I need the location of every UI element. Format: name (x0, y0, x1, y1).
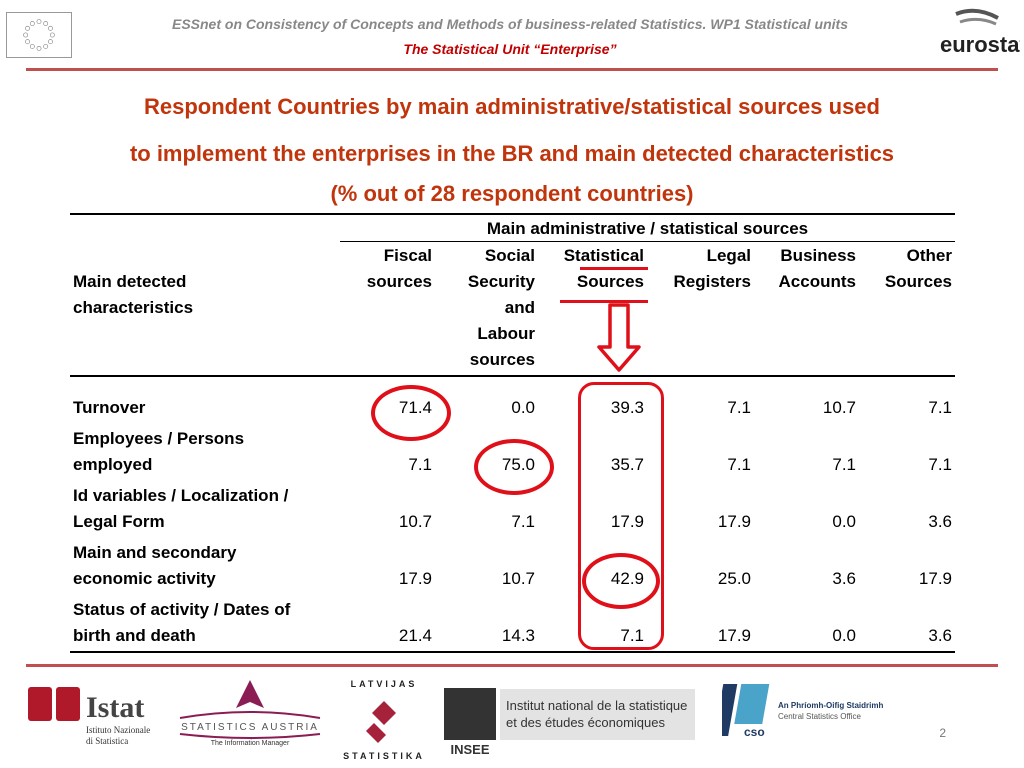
istat-wordmark: Istat (86, 691, 144, 724)
table-cell: 7.1 (727, 455, 751, 474)
table-top-rule (70, 213, 955, 215)
table-cell: 25.0 (717, 569, 751, 588)
header-divider (26, 68, 998, 71)
insee-name-panel: Institut national de la statistique et d… (500, 689, 695, 740)
svg-text:cso: cso (744, 725, 765, 739)
eu-stars-icon (23, 19, 55, 51)
highlight-box-statistical-column (578, 382, 664, 650)
table-cell: 3.6 (832, 569, 856, 588)
statistical-underline-top (580, 267, 648, 270)
slide-title-line-2: to implement the enterprises in the BR a… (129, 141, 895, 166)
footer-divider (26, 664, 998, 667)
table-cell: 10.7 (398, 512, 432, 531)
statistics-austria-logo: STATISTICS AUSTRIA The Information Manag… (170, 678, 330, 748)
table-cell: 3.6 (928, 626, 952, 645)
svg-text:di Statistica: di Statistica (86, 736, 128, 746)
svg-text:LATVIJAS: LATVIJAS (351, 679, 418, 689)
svg-text:STATISTIKA: STATISTIKA (343, 751, 425, 761)
col-header-social-security: Social Security and Labour sources (467, 246, 535, 369)
header-subtitle: The Statistical Unit “Enterprise” (403, 41, 617, 57)
svg-text:The Information Manager: The Information Manager (211, 740, 290, 747)
table-bottom-rule (70, 651, 955, 653)
table-cell: 7.1 (928, 398, 952, 417)
svg-text:STATISTICS AUSTRIA: STATISTICS AUSTRIA (181, 722, 319, 733)
table-cell: 17.9 (717, 512, 751, 531)
table-cell: 7.1 (727, 398, 751, 417)
table-cell: 17.9 (918, 569, 952, 588)
table-cell: 7.1 (928, 455, 952, 474)
table-cell: 10.7 (501, 569, 535, 588)
table-cell: 10.7 (822, 398, 856, 417)
eurostat-logo: eurostat (936, 8, 1024, 62)
table-cell: 7.1 (620, 626, 644, 645)
group-header: Main administrative / statistical source… (486, 219, 809, 238)
col-header-business: Business Accounts (778, 246, 856, 291)
slide-title-line-3: (% out of 28 respondent countries) (330, 181, 694, 206)
col-header-statistical: Statistical Sources (563, 246, 644, 291)
cso-irish-name: An Phríomh-Oifig Staidrimh (778, 701, 884, 710)
table-cell: 14.3 (501, 626, 535, 645)
istat-logo: Istat Istituto Nazionale di Statistica (28, 685, 158, 755)
svg-text:Istituto Nazionale: Istituto Nazionale (86, 725, 150, 735)
slide-title-line-1: Respondent Countries by main administrat… (144, 94, 880, 119)
header-project-title: ESSnet on Consistency of Concepts and Me… (171, 16, 848, 32)
table-header-rule (70, 375, 955, 377)
row-label: Employees / Persons employed (73, 429, 245, 474)
group-header-rule (340, 241, 955, 242)
table-cell: 17.9 (398, 569, 432, 588)
col-header-other: Other Sources (884, 246, 952, 291)
row-label: Turnover (73, 398, 146, 417)
table-cell: 0.0 (511, 398, 535, 417)
table-cell: 0.0 (832, 626, 856, 645)
table-cell: 7.1 (511, 512, 535, 531)
table-cell: 17.9 (610, 512, 644, 531)
table-cell: 35.7 (610, 455, 644, 474)
table-cell: 7.1 (408, 455, 432, 474)
col-header-fiscal: Fiscal sources (366, 246, 432, 291)
highlight-circle-fiscal-turnover (371, 385, 451, 441)
highlight-circle-statistical-activity (582, 553, 660, 609)
table-cell: 3.6 (928, 512, 952, 531)
eurostat-wordmark: eurostat (940, 32, 1020, 57)
table-cell: 21.4 (398, 626, 432, 645)
row-label: Status of activity / Dates of birth and d… (73, 600, 291, 645)
eurostat-arc-icon (955, 8, 999, 20)
latvia-statistics-logo: LATVIJAS STATISTIKA (342, 673, 426, 763)
page-number: 2 (939, 726, 946, 740)
row-label: Main and secondary economic activity (73, 543, 237, 588)
table-cell: 39.3 (610, 398, 644, 417)
down-arrow-icon (596, 303, 642, 373)
table-cell: 0.0 (832, 512, 856, 531)
cso-english-name: Central Statistics Office (778, 712, 861, 721)
col-header-legal: Legal Registers (673, 246, 751, 291)
statistical-underline-bottom (560, 300, 648, 303)
highlight-circle-social-employees (474, 439, 554, 495)
insee-emblem-icon (444, 688, 496, 740)
cso-logo-mark: cso (714, 680, 776, 740)
table-cell: 7.1 (832, 455, 856, 474)
insee-wordmark: INSEE (450, 742, 490, 757)
table-cell: 17.9 (717, 626, 751, 645)
austria-triangle-icon (236, 680, 264, 708)
eu-flag-logo (6, 12, 72, 58)
row-label: Id variables / Localization / Legal Form (73, 486, 289, 531)
row-header: Main detected characteristics (73, 272, 194, 317)
